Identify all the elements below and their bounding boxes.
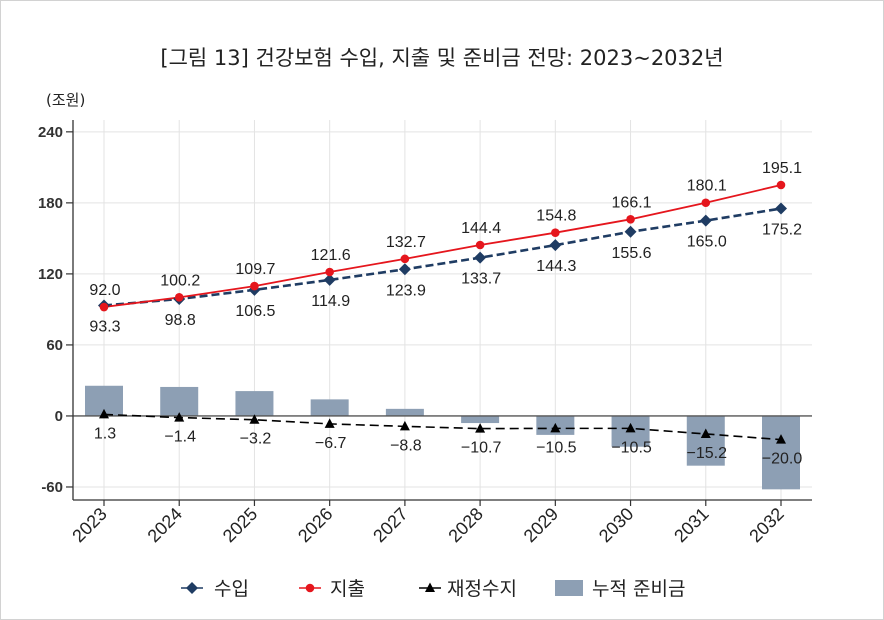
fiscal-balance-markers — [99, 408, 786, 444]
expenditure-point — [400, 254, 410, 264]
expenditure-point — [776, 180, 786, 190]
expenditure-data-label: 92.0 — [89, 282, 120, 299]
expenditure-data-label: 180.1 — [687, 178, 727, 195]
fiscal-balance-point — [700, 428, 711, 438]
income-data-label: 106.5 — [235, 303, 275, 320]
fiscal-balance-data-label: 1.3 — [94, 425, 116, 442]
fiscal-balance-data-label: −8.8 — [390, 437, 422, 454]
fiscal-balance-point — [475, 423, 486, 433]
income-data-label: 144.3 — [536, 258, 576, 275]
income-data-label: 114.9 — [311, 293, 350, 310]
reserve-bar — [686, 415, 725, 466]
expenditure-point — [626, 215, 635, 224]
income-point — [474, 251, 487, 264]
triangle-icon — [425, 582, 435, 592]
fiscal-balance-point — [776, 434, 786, 444]
expenditure-data-label: 166.1 — [612, 194, 652, 211]
reserve-bars — [85, 385, 800, 490]
reserve-bar — [160, 386, 199, 416]
legend-label: 지출 — [330, 578, 365, 600]
y-axis-unit-label: (조원) — [46, 91, 85, 109]
expenditure-point — [475, 240, 485, 250]
diamond-icon — [186, 582, 198, 594]
y-tick-label: -60 — [41, 479, 63, 496]
fiscal-balance-point — [249, 414, 260, 424]
y-tick-label: 120 — [38, 266, 63, 283]
fiscal-balance-point — [324, 418, 335, 428]
fiscal-balance-point — [174, 412, 185, 422]
gridlines — [73, 120, 812, 500]
reserve-bar — [385, 408, 424, 416]
expenditure-point — [99, 302, 109, 312]
y-tick-label: 180 — [38, 195, 63, 212]
expenditure-point — [250, 281, 259, 291]
legend-item-fiscal-balance: 재정수지 — [419, 578, 517, 600]
expenditure-point — [701, 198, 711, 208]
legend-label: 수입 — [214, 578, 249, 600]
legend-label: 누적 준비금 — [592, 578, 685, 600]
income-data-label: 123.9 — [386, 282, 426, 299]
legend-item-expenditure: 지출 — [299, 578, 365, 600]
expenditure-data-label: 121.6 — [311, 247, 351, 264]
expenditure-data-label: 154.8 — [536, 208, 576, 225]
legend-item-income: 수입 — [181, 578, 249, 600]
circle-icon — [305, 583, 315, 593]
income-data-labels: 93.3 98.8 106.5 114.9 123.9 133.7 144.3 155.6 16… — [89, 222, 802, 336]
reserve-bar — [461, 415, 500, 424]
income-data-label: 98.8 — [165, 312, 196, 329]
chart-title: [그림 13] 건강보험 수입, 지출 및 준비금 전망: 2023~2032년 — [160, 46, 723, 70]
fiscal-balance-point — [99, 408, 109, 419]
fiscal-balance-data-label: −20.0 — [762, 451, 803, 468]
expenditure-data-label: 109.7 — [235, 261, 275, 278]
income-data-label: 165.0 — [687, 234, 727, 251]
income-point — [549, 239, 562, 252]
income-point — [624, 225, 637, 238]
fiscal-balance-data-label: −3.2 — [240, 431, 272, 448]
expenditure-point — [551, 228, 560, 237]
income-series-line — [103, 207, 782, 307]
expenditure-series-line — [103, 184, 782, 308]
fiscal-balance-series-line — [103, 413, 782, 441]
y-tick-label: 0 — [55, 408, 63, 425]
expenditure-data-label: 195.1 — [762, 160, 802, 177]
income-point — [398, 263, 411, 276]
y-tick-label: 240 — [38, 124, 63, 141]
income-point — [699, 214, 712, 227]
y-tick-label: 60 — [46, 337, 63, 354]
fiscal-balance-data-label: −10.5 — [611, 439, 652, 456]
fiscal-balance-data-labels: 1.3 −1.4 −3.2 −6.7 −8.8 −10.7 −10.5 −10.5 −15.2 −… — [94, 425, 802, 467]
legend-label: 재정수지 — [447, 578, 517, 600]
reserve-bar — [762, 415, 800, 490]
reserve-bar — [235, 391, 274, 416]
legend: 수입 지출 재정수지 누적 준비금 — [181, 578, 685, 600]
expenditure-markers — [99, 180, 786, 312]
expenditure-data-label: 144.4 — [461, 220, 501, 237]
income-data-label: 155.6 — [612, 245, 652, 262]
expenditure-point — [325, 267, 334, 277]
fiscal-balance-data-label: −6.7 — [315, 435, 347, 452]
fiscal-balance-data-label: −10.5 — [536, 439, 577, 456]
fiscal-balance-point — [399, 420, 410, 431]
expenditure-point — [174, 293, 184, 302]
expenditure-data-label: 132.7 — [386, 234, 426, 251]
fiscal-balance-point — [625, 422, 636, 433]
income-data-label: 93.3 — [89, 319, 120, 336]
fiscal-balance-data-label: −10.7 — [461, 440, 502, 457]
fiscal-balance-data-label: −15.2 — [687, 445, 728, 462]
reserve-bar — [310, 399, 349, 416]
legend-item-reserve: 누적 준비금 — [555, 578, 685, 600]
income-point — [775, 202, 787, 215]
expenditure-data-label: 100.2 — [160, 272, 200, 289]
fiscal-balance-data-label: −1.4 — [164, 429, 196, 446]
income-data-label: 175.2 — [762, 222, 802, 239]
fiscal-balance-point — [550, 422, 561, 433]
income-point — [323, 273, 336, 286]
income-data-label: 133.7 — [461, 271, 501, 288]
square-icon — [555, 580, 583, 596]
expenditure-data-labels: 92.0 100.2 109.7 121.6 132.7 144.4 154.8 166.1 1… — [89, 160, 802, 299]
